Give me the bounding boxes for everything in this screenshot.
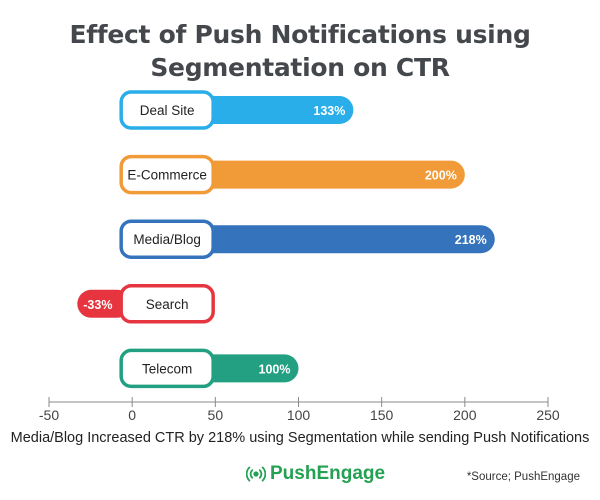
data-label-deal-site: 133% xyxy=(313,104,345,118)
x-tick-label-250: 250 xyxy=(536,407,560,423)
x-tick-label-100: 100 xyxy=(287,407,311,423)
brand-name: PushEngage xyxy=(270,463,386,484)
chart-title-line-2: Segmentation on CTR xyxy=(150,53,450,82)
chart-title: Effect of Push Notifications using Segme… xyxy=(0,18,600,84)
category-label-telecom: Telecom xyxy=(142,361,192,376)
data-label-media-blog: 218% xyxy=(455,233,487,247)
x-tick-label--50: -50 xyxy=(39,407,59,423)
bar-search xyxy=(77,289,132,318)
category-label-deal-site: Deal Site xyxy=(140,103,195,118)
category-box-media-blog xyxy=(119,219,215,259)
chart-caption: Media/Blog Increased CTR by 218% using S… xyxy=(10,430,590,446)
chart-title-line-1: Effect of Push Notifications using xyxy=(69,20,531,49)
category-box-telecom xyxy=(119,348,215,389)
category-box-deal-site xyxy=(119,90,215,130)
category-label-search: Search xyxy=(146,297,189,312)
data-label-telecom: 100% xyxy=(259,362,291,376)
category-label-e-commerce: E-Commerce xyxy=(127,168,207,183)
data-label-e-commerce: 200% xyxy=(425,169,457,183)
x-tick-label-50: 50 xyxy=(208,407,224,423)
source-note: *Source; PushEngage xyxy=(466,471,580,483)
x-tick-label-200: 200 xyxy=(453,407,477,423)
broadcast-icon xyxy=(246,466,266,482)
category-box-search xyxy=(119,284,215,324)
category-box-e-commerce xyxy=(119,154,215,195)
brand-logo: PushEngage xyxy=(246,463,385,485)
category-label-media-blog: Media/Blog xyxy=(133,232,201,247)
data-label-search: -33% xyxy=(83,298,112,312)
bar-media-blog xyxy=(131,225,495,254)
bar-chart: 133% Deal Site 200% E-Commerce 218% Media/Blo… xyxy=(39,90,560,423)
x-tick-label-150: 150 xyxy=(370,407,394,423)
x-tick-label-0: 0 xyxy=(128,407,136,423)
